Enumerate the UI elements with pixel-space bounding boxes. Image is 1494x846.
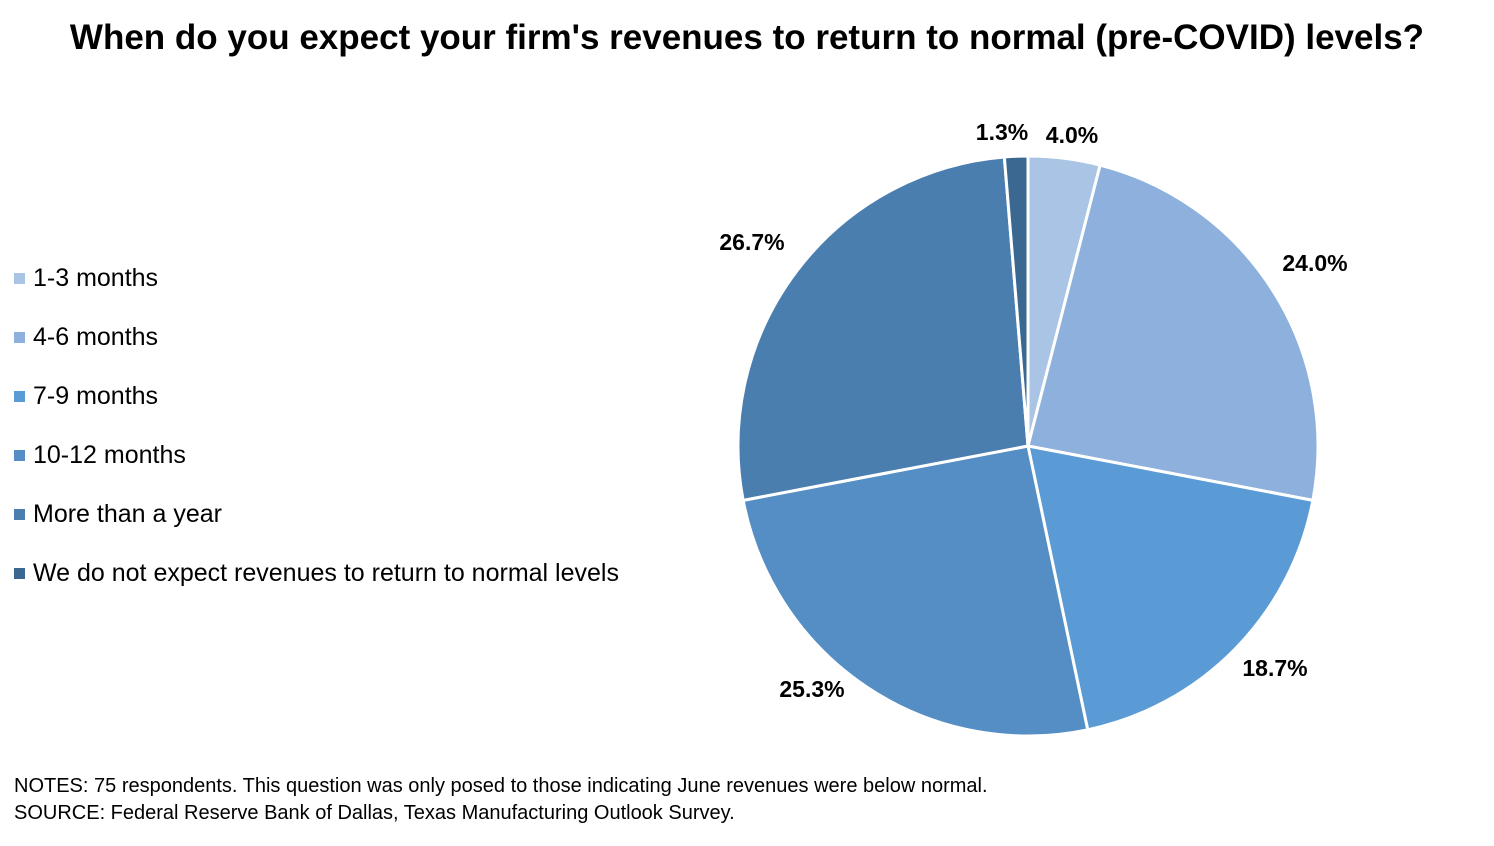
legend-item-more-than-a-year: More than a year bbox=[14, 485, 619, 544]
legend-swatch bbox=[14, 450, 25, 461]
pie-slice-4-6-months bbox=[1026, 163, 1320, 502]
pie-slice-7-9-months bbox=[1026, 444, 1315, 732]
legend-label: More than a year bbox=[33, 500, 222, 528]
data-label-4-6-months: 24.0% bbox=[1282, 250, 1347, 276]
legend-label: 10-12 months bbox=[33, 441, 186, 469]
legend-item-10-12-months: 10-12 months bbox=[14, 426, 619, 485]
legend-item-7-9-months: 7-9 months bbox=[14, 367, 619, 426]
legend-label: 7-9 months bbox=[33, 382, 159, 410]
legend-swatch bbox=[14, 332, 25, 343]
legend-swatch bbox=[14, 509, 25, 520]
legend-label: 4-6 months bbox=[33, 323, 159, 351]
pie-slice-we-do-not-expect-revenues-to-return-to-normal-levels bbox=[1002, 154, 1030, 448]
data-label-more-than-a-year: 26.7% bbox=[719, 229, 784, 255]
chart-notes: NOTES: 75 respondents. This question was… bbox=[14, 773, 988, 827]
data-label-10-12-months: 25.3% bbox=[779, 676, 844, 702]
legend-label: We do not expect revenues to return to n… bbox=[33, 559, 619, 587]
data-label-7-9-months: 18.7% bbox=[1242, 655, 1307, 681]
source-line: SOURCE: Federal Reserve Bank of Dallas, … bbox=[14, 802, 735, 824]
legend-label: 1-3 months bbox=[33, 264, 159, 292]
legend-swatch bbox=[14, 273, 25, 284]
legend-swatch bbox=[14, 391, 25, 402]
legend: 1-3 months 4-6 months 7-9 months 10-12 m… bbox=[14, 249, 619, 603]
pie-slice-more-than-a-year bbox=[736, 155, 1030, 502]
notes-line: NOTES: 75 respondents. This question was… bbox=[14, 775, 988, 797]
pie-slice-10-12-months bbox=[741, 444, 1090, 738]
chart-title: When do you expect your firm's revenues … bbox=[69, 18, 1425, 57]
legend-swatch bbox=[14, 568, 25, 579]
legend-item-4-6-months: 4-6 months bbox=[14, 308, 619, 367]
legend-item-do-not-expect: We do not expect revenues to return to n… bbox=[14, 544, 619, 603]
data-label-1-3-months: 4.0% bbox=[1046, 122, 1098, 148]
legend-item-1-3-months: 1-3 months bbox=[14, 249, 619, 308]
data-label-we-do-not-expect-revenues-to-return-to-normal-levels: 1.3% bbox=[976, 119, 1028, 145]
